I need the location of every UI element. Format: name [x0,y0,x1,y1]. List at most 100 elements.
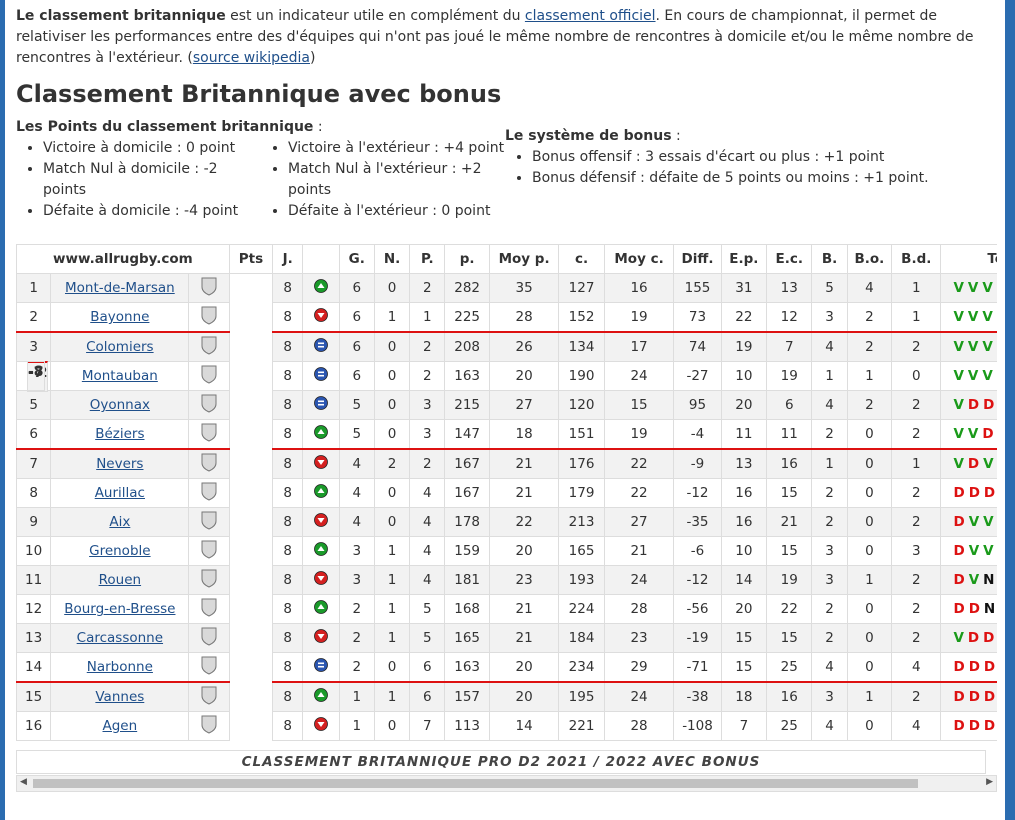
stat-cell: 1 [409,302,446,333]
team-link[interactable]: Grenoble [89,543,151,559]
stat-cell: 0 [373,273,411,303]
stat-cell: 28 [603,594,675,624]
column-header: B.o. [846,244,893,274]
team-link[interactable]: Carcassonne [76,630,164,646]
stat-cell: -12 [673,478,722,508]
table-row: 1Mont-de-Marsan1386022823512716155311354… [16,273,997,391]
team-logo [201,540,217,559]
stat-cell: 19 [766,361,813,391]
form-result: V [968,514,980,530]
stat-cell: 74 [673,331,722,362]
stat-cell: 8 [272,507,304,537]
stat-cell: 31 [720,273,768,303]
column-header [302,244,340,274]
stat-cell: 1 [373,623,411,653]
team-link[interactable]: Aix [109,514,131,530]
stat-cell: 8 [272,536,304,566]
stat-cell: 28 [488,302,560,333]
stat-cell: 6 [338,302,375,333]
logo-cell [188,594,230,624]
table-row: 6Béziers685031471815119-41111202VVDD [16,361,997,450]
stat-cell: 2 [16,302,52,333]
logo-cell [188,478,230,508]
stat-cell: 20 [488,536,560,566]
stat-cell: 7 [766,331,813,362]
trend-cell [302,594,340,624]
stat-cell: 0 [373,478,411,508]
stat-cell: 15 [720,623,768,653]
stat-cell: 17 [603,331,675,362]
scroll-thumb[interactable] [33,779,918,788]
link[interactable]: source wikipedia [192,50,310,66]
stat-cell: 0 [846,652,893,683]
stat-cell: 1 [846,565,893,595]
stat-cell: 4 [811,390,848,420]
form-result: V [953,368,964,384]
stat-cell: 2 [891,623,942,653]
intro: Le classement britannique est un indicat… [16,6,996,69]
stat-cell: 18 [488,419,560,450]
stat-cell: 2 [811,478,848,508]
logo-cell [188,507,230,537]
stat-cell: 27 [488,390,560,420]
table-row: 9Aix284041782221327-351621202DVVD [16,361,997,537]
table-row: 12Bourg-en-Bresse-482151682122428-562022… [16,361,997,624]
stat-cell: 21 [488,448,560,479]
column-header: Moy c. [603,244,675,274]
team-link[interactable]: Rouen [98,572,142,588]
team-link[interactable]: Nevers [96,456,144,472]
trend-icon [314,629,328,643]
trend-cell [302,507,340,537]
stat-cell: 2 [811,623,848,653]
form-result: V [982,280,993,296]
stat-cell: 5 [409,594,446,624]
team-cell: Nevers [50,448,190,479]
stat-cell: 0 [373,331,411,362]
stat-cell: 0 [373,711,411,741]
team-link[interactable]: Aurillac [94,485,145,501]
team-cell: Rouen [50,565,190,595]
stat-cell: 163 [444,652,490,683]
scroll-left[interactable]: ◀ [20,777,27,787]
intro-text: est un indicateur utile en complément du [225,8,525,24]
team-link[interactable]: Montauban [81,368,158,384]
team-link[interactable]: Oyonnax [89,397,150,413]
trend-cell [302,623,340,653]
stat-cell: 208 [444,331,490,362]
team-link[interactable]: Colomiers [86,339,154,355]
team-cell: Bourg-en-Bresse [50,594,190,624]
stat-cell: 0 [891,361,942,391]
team-cell: Grenoble [50,536,190,566]
team-link[interactable]: Vannes [95,689,145,705]
form-result: V [967,426,979,442]
stat-cell: 8 [272,478,304,508]
team-link[interactable]: Agen [102,718,138,734]
stat-cell: 4 [338,507,375,537]
stat-cell: 1 [373,536,411,566]
stat-cell: 20 [720,594,768,624]
form-result: D [967,630,980,646]
logo-cell [188,711,230,741]
scrollbar[interactable]: ◀ ▶ [16,775,997,792]
form-cell: VVVV [940,273,997,303]
column-header: c. [558,244,605,274]
team-logo [201,686,217,705]
stat-cell: 4 [409,507,446,537]
team-link[interactable]: Mont-de-Marsan [64,280,175,296]
form-result: D [967,456,980,472]
intro-bold: Le classement britannique [16,8,226,24]
stat-cell: 16 [720,507,768,537]
form-result: V [968,543,980,559]
team-link[interactable]: Bayonne [90,309,150,325]
team-link[interactable]: Narbonne [86,659,153,675]
link[interactable]: classement officiel [524,8,656,24]
column-header: N. [373,244,411,274]
stat-cell: 10 [16,536,52,566]
column-header: P. [409,244,446,274]
list-item: Bonus offensif : 3 essais d'écart ou plu… [532,147,929,168]
team-link[interactable]: Béziers [95,426,145,442]
scroll-right[interactable]: ▶ [986,777,993,787]
team-link[interactable]: Bourg-en-Bresse [64,601,176,617]
team-cell: Aix [50,507,190,537]
